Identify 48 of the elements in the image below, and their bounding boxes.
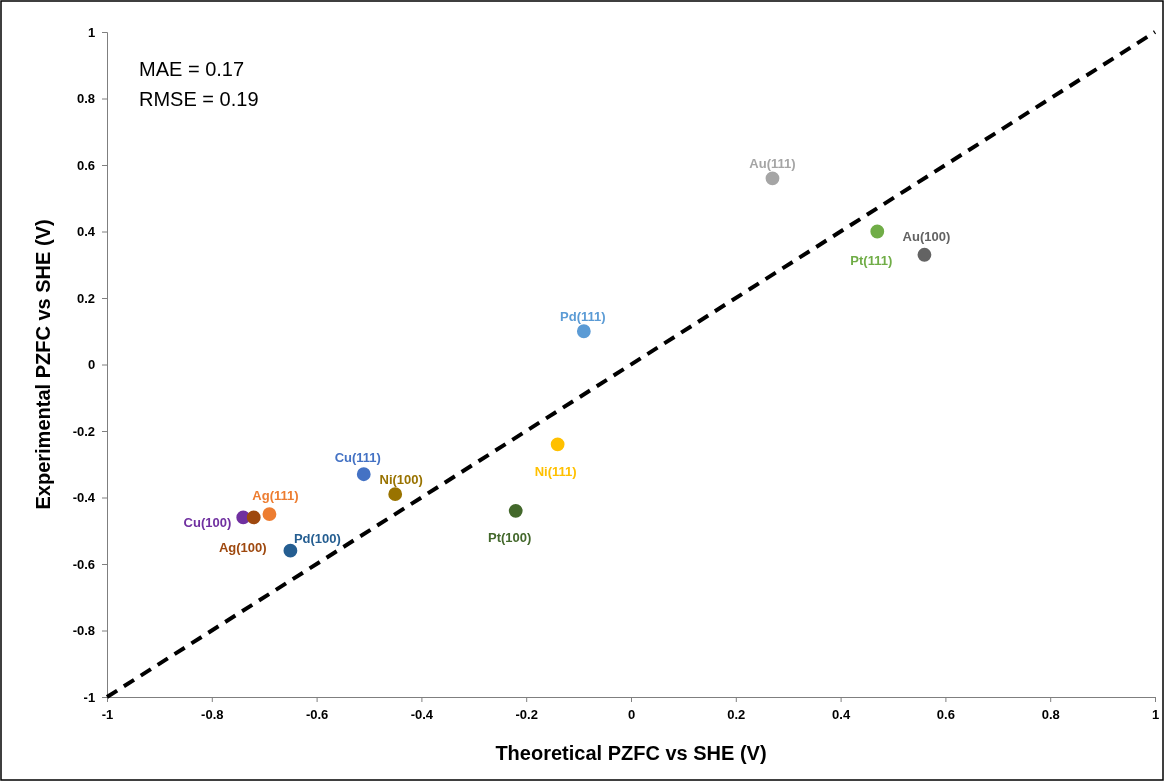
x-tick-label: -0.8 <box>201 707 224 723</box>
series-label: Au(111) <box>749 155 796 171</box>
x-axis-title: Theoretical PZFC vs SHE (V) <box>495 742 767 764</box>
x-tick-label: 0.4 <box>832 707 851 723</box>
point <box>917 247 932 262</box>
point <box>550 437 565 452</box>
x-tick-label: 1 <box>1151 707 1160 723</box>
point <box>356 467 371 482</box>
series-label: Cu(111) <box>334 449 381 465</box>
series-label: Ag(100) <box>218 540 267 555</box>
y-axis-title: Experimental PZFC vs SHE (V) <box>32 219 54 510</box>
y-tick-label: -0.6 <box>72 556 96 572</box>
x-tick-label: 0 <box>627 707 636 723</box>
series-label: Cu(100) <box>183 515 232 530</box>
x-tick-label: -0.4 <box>410 707 434 723</box>
x-tick-label: 0.6 <box>936 707 955 723</box>
x-tick-label: -1 <box>101 707 114 723</box>
annotation: MAE = 0.17 <box>139 58 245 80</box>
y-tick-label: 0.2 <box>77 290 96 306</box>
x-tick-label: -0.2 <box>515 707 538 723</box>
y-tick-label: 1 <box>87 24 96 40</box>
point <box>508 503 523 518</box>
x-tick-label: 0.8 <box>1041 707 1060 723</box>
y-tick-label: 0.6 <box>77 157 96 173</box>
series-label: Au(100) <box>902 229 951 245</box>
annotation: RMSE = 0.19 <box>139 88 259 110</box>
point <box>262 507 277 522</box>
series-label: Ag(111) <box>252 487 299 503</box>
point <box>870 224 885 239</box>
y-tick-label: 0.8 <box>77 91 96 107</box>
series-label: Ni(100) <box>379 471 423 487</box>
x-tick-label: -0.6 <box>305 707 329 723</box>
y-tick-label: 0.4 <box>77 224 96 240</box>
y-tick-label: -0.4 <box>72 490 96 506</box>
series-label: Pt(111) <box>850 253 893 269</box>
series-label: Ni(111) <box>534 463 577 479</box>
y-tick-label: -1 <box>83 689 96 705</box>
series-label: Pd(100) <box>293 531 341 547</box>
series-label: Pt(100) <box>488 530 532 546</box>
y-tick-label: -0.2 <box>72 423 96 439</box>
x-tick-label: 0.2 <box>727 707 746 723</box>
point <box>246 510 261 525</box>
y-tick-label: 0 <box>87 357 96 373</box>
y-tick-label: -0.8 <box>72 623 96 639</box>
series-label: Pd(111) <box>560 308 606 324</box>
point <box>576 324 591 339</box>
point <box>388 487 403 502</box>
point <box>765 171 780 186</box>
